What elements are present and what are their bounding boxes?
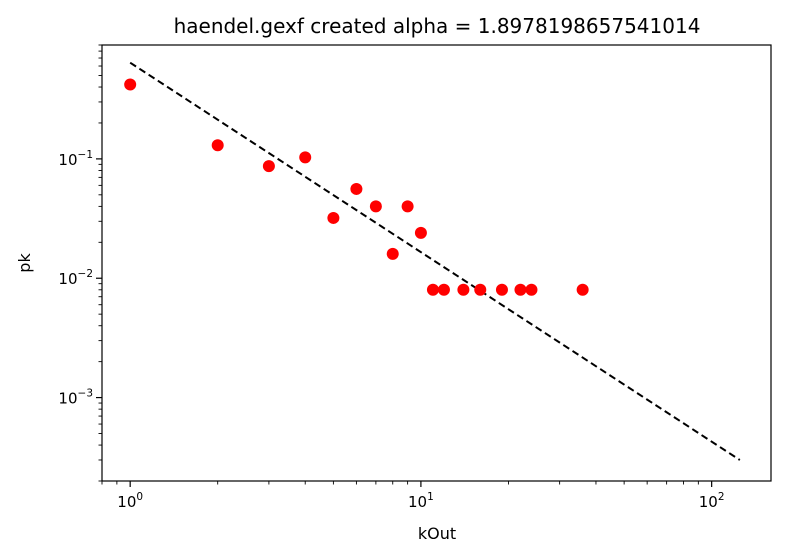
data-point: [299, 151, 312, 164]
data-point: [437, 283, 450, 296]
plot-frame: [101, 44, 772, 482]
y-tick-label: 10−1: [58, 149, 93, 169]
x-tick-label: 102: [699, 491, 725, 511]
y-axis-label: pk: [15, 253, 34, 273]
data-point: [495, 283, 508, 296]
y-axis: 10−3 10−2 10−1: [58, 44, 102, 482]
data-point: [514, 283, 527, 296]
data-point: [211, 139, 224, 152]
x-axis: 100 101 102: [101, 481, 725, 511]
data-point: [457, 283, 470, 296]
data-point: [124, 78, 137, 91]
data-point: [525, 283, 538, 296]
data-point: [401, 200, 414, 213]
chart-title: haendel.gexf created alpha = 1.897819865…: [174, 14, 701, 38]
plot-area: [124, 61, 741, 461]
data-point: [474, 283, 487, 296]
fit-line: [129, 61, 741, 461]
x-axis-label: kOut: [418, 524, 456, 543]
data-point: [426, 283, 439, 296]
data-point: [350, 182, 363, 195]
x-tick-label: 101: [408, 491, 434, 511]
data-point: [369, 200, 382, 213]
data-point: [262, 160, 275, 173]
data-point: [576, 283, 589, 296]
data-point: [327, 211, 340, 224]
y-tick-label: 10−3: [58, 388, 93, 408]
data-point: [386, 247, 399, 260]
x-tick-label: 100: [117, 491, 143, 511]
data-point: [414, 226, 427, 239]
y-tick-label: 10−2: [58, 268, 93, 288]
